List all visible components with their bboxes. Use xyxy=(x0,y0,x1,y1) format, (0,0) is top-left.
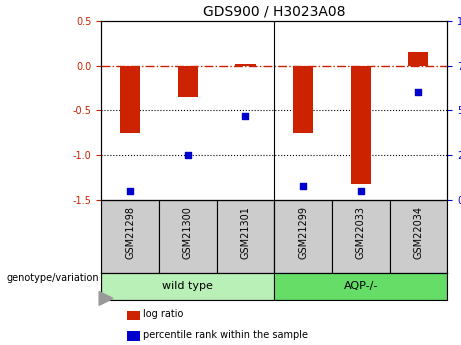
Text: percentile rank within the sample: percentile rank within the sample xyxy=(143,330,308,339)
Text: genotype/variation: genotype/variation xyxy=(6,273,99,283)
Bar xyxy=(101,273,274,300)
Point xyxy=(242,113,249,119)
Point xyxy=(300,183,307,188)
Bar xyxy=(274,200,332,273)
Bar xyxy=(178,66,198,97)
Bar xyxy=(332,200,390,273)
Bar xyxy=(390,200,447,273)
Point xyxy=(414,90,422,95)
Text: log ratio: log ratio xyxy=(143,309,183,319)
Text: GSM21299: GSM21299 xyxy=(298,206,308,259)
Bar xyxy=(236,64,255,66)
Text: AQP-/-: AQP-/- xyxy=(343,282,378,291)
Bar xyxy=(101,200,159,273)
Text: GSM22033: GSM22033 xyxy=(356,206,366,259)
Text: wild type: wild type xyxy=(162,282,213,291)
Text: GSM21300: GSM21300 xyxy=(183,206,193,259)
Bar xyxy=(274,273,447,300)
Bar xyxy=(159,200,217,273)
Bar xyxy=(217,200,274,273)
Point xyxy=(126,188,134,194)
Point xyxy=(184,152,192,158)
Text: GSM21298: GSM21298 xyxy=(125,206,135,259)
Bar xyxy=(120,66,140,133)
Bar xyxy=(293,66,313,133)
Point xyxy=(357,188,364,194)
Bar xyxy=(408,52,428,66)
Bar xyxy=(351,66,371,184)
Title: GDS900 / H3023A08: GDS900 / H3023A08 xyxy=(203,4,346,18)
Text: GSM22034: GSM22034 xyxy=(414,206,423,259)
Text: GSM21301: GSM21301 xyxy=(241,206,250,259)
